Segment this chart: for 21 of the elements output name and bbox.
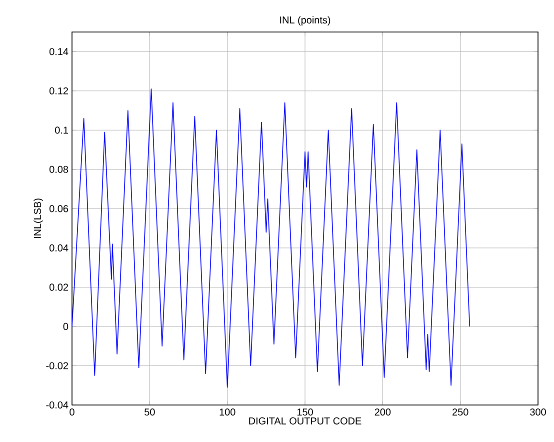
- y-tick-label: 0.08: [49, 166, 68, 173]
- y-tick-label: 0.1: [55, 126, 68, 134]
- x-tick-label: 0: [70, 408, 74, 416]
- y-tick-label: 0.14: [49, 48, 68, 56]
- y-tick-label: 0.04: [49, 244, 68, 252]
- y-tick-label: 0: [63, 322, 68, 330]
- y-tick-label: 0.06: [49, 205, 68, 212]
- x-tick-label: 300: [530, 408, 546, 416]
- y-tick-label: 0.12: [49, 87, 68, 94]
- line-series: [72, 88, 470, 388]
- y-tick-label: 0.02: [49, 284, 68, 291]
- x-tick-label: 50: [144, 408, 155, 416]
- x-axis-title: DIGITAL OUTPUT CODE: [249, 417, 362, 424]
- x-tick-label: 150: [297, 408, 313, 416]
- y-axis-title: INL(LSB): [34, 198, 43, 238]
- y-tick-label: -0.02: [46, 362, 68, 370]
- x-tick-label: 100: [220, 408, 236, 416]
- x-tick-label: 250: [452, 408, 468, 416]
- y-tick-label: -0.04: [46, 401, 68, 409]
- chart-title: INL (points): [280, 16, 330, 26]
- x-tick-label: 200: [374, 408, 391, 416]
